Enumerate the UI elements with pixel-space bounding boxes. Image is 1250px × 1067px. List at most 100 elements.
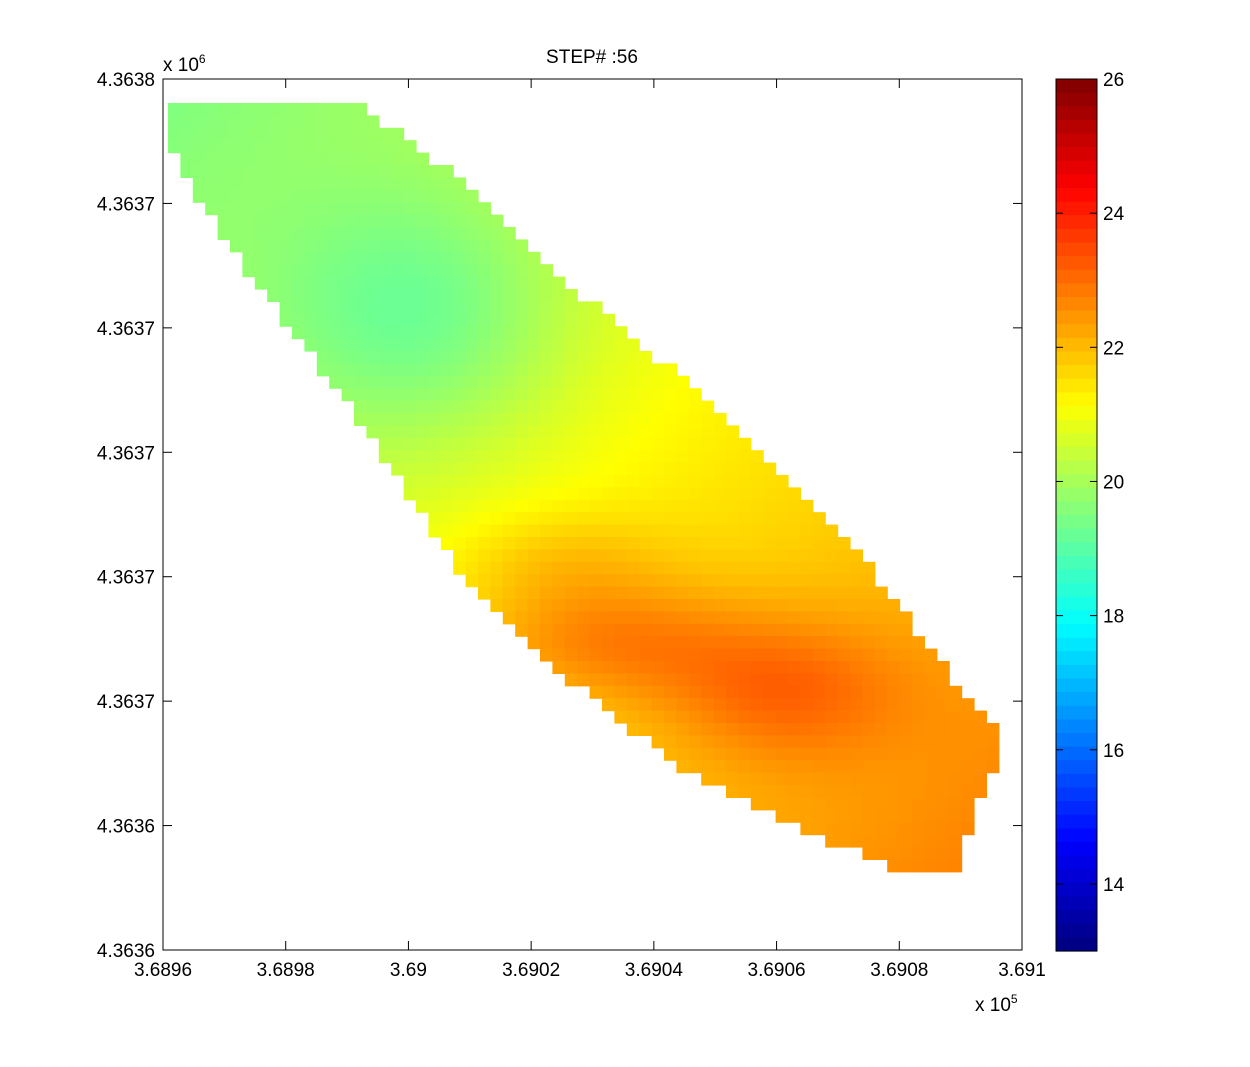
heatmap-cell [391,338,405,352]
heatmap-cell [949,685,963,699]
heatmap-cell [775,685,789,699]
heatmap-cell [329,289,343,302]
heatmap-cell [279,301,293,315]
heatmap-cell [391,326,405,340]
heatmap-cell [564,301,578,315]
heatmap-cell [837,586,851,600]
heatmap-cell [205,140,219,154]
heatmap-cell [416,227,429,240]
heatmap-cell [527,301,541,315]
heatmap-cell [341,214,355,228]
chart-title: STEP# :56 [546,47,638,68]
heatmap-cell [527,636,541,650]
colorbar-swatch [1056,215,1097,230]
heatmap-cell [465,499,479,513]
x-multiplier-base: x 10 [975,995,1011,1016]
x-tick-label: 3.691 [998,960,1046,981]
heatmap-cell [304,251,318,265]
heatmap-cell [788,735,801,749]
heatmap-cell [403,251,417,265]
heatmap-cell [490,524,504,538]
heatmap-cell [887,809,901,823]
heatmap-cell [428,276,442,290]
colorbar-swatch [1056,337,1097,353]
heatmap-cell [440,499,454,513]
heatmap-cell [664,475,677,488]
heatmap-cell [378,351,392,364]
heatmap-cell [540,462,553,476]
heatmap-cell [738,673,752,687]
heatmap-cell [688,561,702,575]
heatmap-cell [527,437,541,451]
heatmap-cell [217,152,231,166]
heatmap-cell [788,599,801,612]
colorbar-swatch [1056,160,1097,175]
heatmap-cell [837,834,851,848]
heatmap-cell [316,227,330,240]
heatmap-cell [812,673,826,687]
heatmap-cell [899,785,913,798]
heatmap-cell [850,611,863,625]
heatmap-cell [837,574,851,588]
heatmap-cell [292,127,305,141]
heatmap-cell [874,648,888,662]
heatmap-cell [639,363,653,377]
heatmap-cell [267,152,281,166]
heatmap-cell [602,413,615,426]
heatmap-cell [887,735,901,749]
heatmap-cell [763,661,777,674]
heatmap-cell [862,599,876,612]
heatmap-cell [304,165,318,178]
heatmap-cell [800,623,814,637]
heatmap-cell [292,239,305,253]
heatmap-cell [874,760,888,774]
heatmap-cell [602,537,615,550]
heatmap-cell [788,586,801,600]
heatmap-cell [502,338,516,352]
heatmap-cell [899,673,913,687]
heatmap-cell [502,487,516,501]
heatmap-cell [316,165,330,178]
heatmap-cell [540,549,553,563]
colorbar-swatch [1056,678,1097,693]
colorbar [1056,79,1097,952]
heatmap-cell [651,512,665,526]
heatmap-cell [416,301,429,315]
heatmap-cell [589,537,603,550]
heatmap-cell [688,735,702,749]
heatmap-cell [428,462,442,476]
heatmap-cell [626,363,640,377]
heatmap-cell [589,499,603,513]
heatmap-cell [763,785,777,798]
heatmap-cell [726,723,739,736]
heatmap-cell [403,363,417,377]
heatmap-cell [738,710,752,724]
heatmap-cell [639,723,653,736]
heatmap-cell [354,363,367,377]
colorbar-swatch [1056,814,1097,829]
heatmap-cell [577,363,591,377]
heatmap-cell [912,834,925,848]
heatmap-cell [738,747,752,761]
heatmap-cell [465,313,479,327]
heatmap-cell [912,772,925,786]
heatmap-cell [527,313,541,327]
heatmap-cell [602,611,615,625]
heatmap-cell [626,648,640,662]
heatmap-cell [936,797,950,811]
heatmap-cell [614,685,628,699]
heatmap-cell [502,351,516,364]
heatmap-cell [366,413,380,426]
heatmap-cell [626,537,640,550]
heatmap-cell [713,475,727,488]
heatmap-cell [850,599,863,612]
heatmap-cell [366,425,380,439]
heatmap-cell [391,450,405,464]
heatmap-cell [775,648,789,662]
heatmap-cell [564,437,578,451]
heatmap-cell [651,623,665,637]
heatmap-cell [403,450,417,464]
heatmap-cell [540,487,553,501]
heatmap-cell [316,276,330,290]
heatmap-cell [825,673,839,687]
